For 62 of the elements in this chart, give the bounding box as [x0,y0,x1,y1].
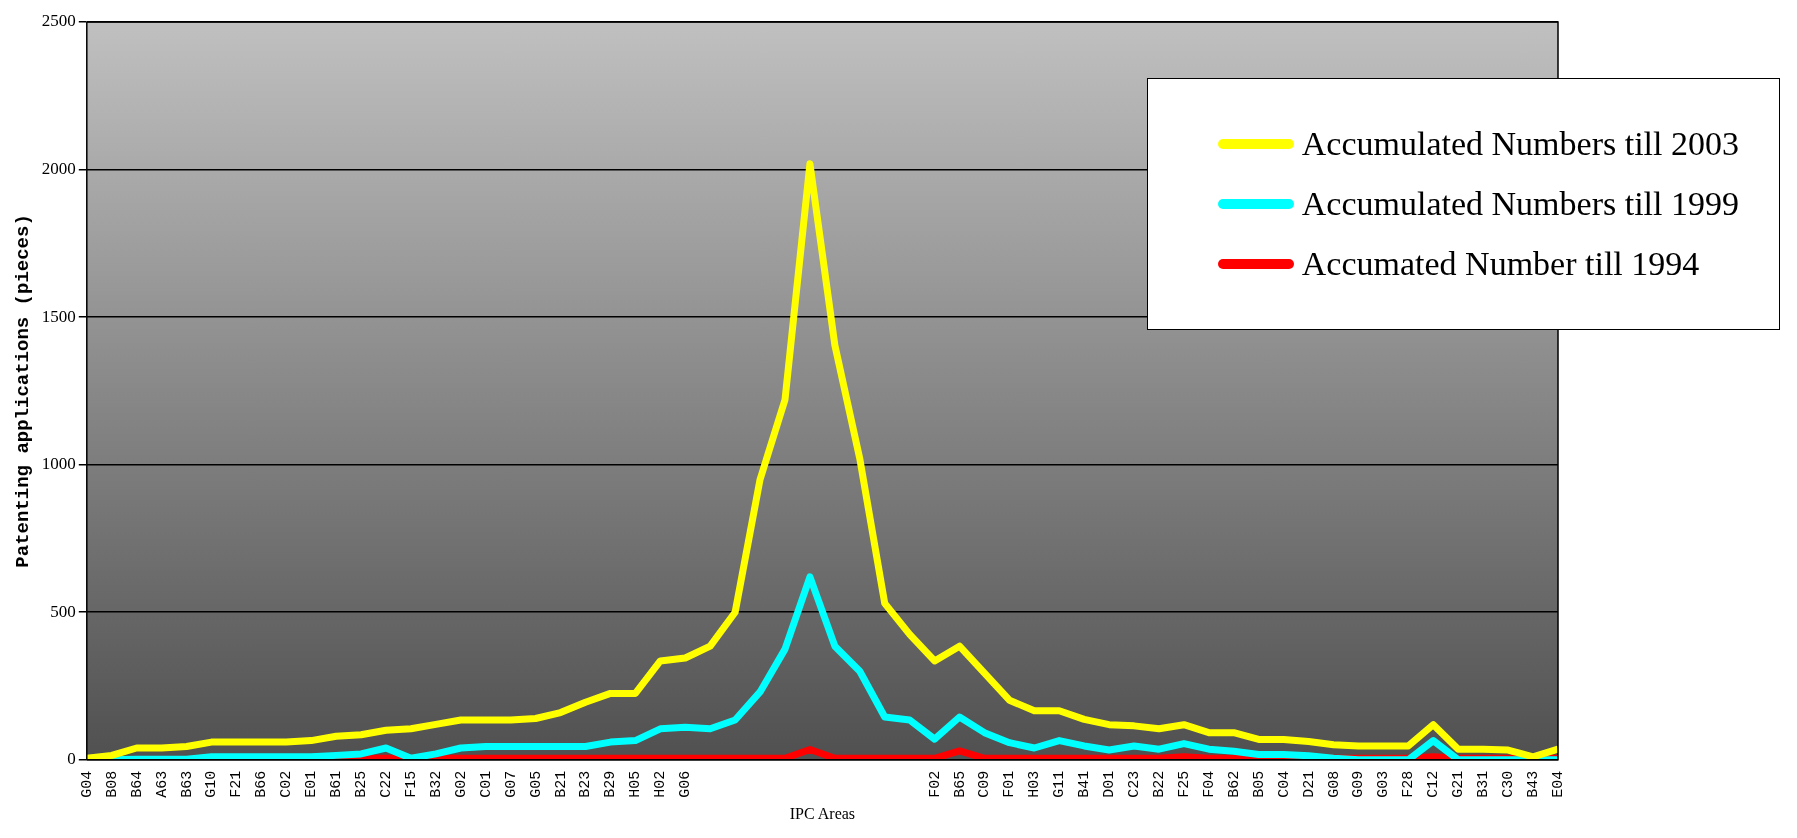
x-tick-label: F01 [1001,770,1019,798]
x-axis-title: IPC Areas [789,804,856,822]
x-tick-label: B23 [577,770,595,798]
x-tick-label: F21 [228,770,246,798]
x-tick-label: B62 [1225,770,1243,798]
y-tick-label: 1000 [41,454,76,474]
x-tick-label: F15 [402,770,420,798]
x-tick-label: E04 [1549,770,1567,798]
x-tick-label: B21 [552,770,570,798]
x-tick-label: B41 [1076,770,1094,798]
y-tick-label: 2000 [41,159,76,179]
x-tick-label: G03 [1375,770,1393,798]
x-tick-label: C22 [378,770,395,798]
x-tick-label: C12 [1425,770,1443,798]
x-tick-label: C02 [278,770,296,798]
x-tick-label: H05 [627,770,645,798]
y-tick-label: 0 [67,749,76,769]
x-tick-label: G21 [1450,770,1468,798]
x-tick-label: B66 [253,770,271,798]
x-tick-label: G09 [1350,770,1368,798]
y-tick-label: 2500 [41,11,76,31]
x-tick-label: B22 [1151,770,1168,798]
x-tick-label: A63 [153,770,171,798]
x-tick-label: H02 [652,770,670,798]
x-tick-label: B25 [353,770,371,798]
x-tick-label: F25 [1175,770,1193,798]
x-tick-label: G10 [203,770,221,798]
x-tick-label: C09 [976,770,994,798]
legend-label: Accumulated Numbers till 2003 [1301,125,1739,163]
x-tick-label: G02 [452,770,470,798]
x-tick-label: G08 [1325,770,1343,798]
legend-label: Accumulated Numbers till 1999 [1301,185,1739,223]
y-tick-label: 1500 [41,306,76,326]
x-tick-label: H03 [1026,770,1044,798]
x-tick-label: B08 [103,770,121,798]
x-tick-label: C30 [1500,770,1518,798]
x-tick-label: G06 [677,770,695,798]
x-tick-label: B05 [1250,770,1268,798]
x-tick-label: C01 [477,770,495,798]
y-axis-title: Patenting applications (pieces) [12,214,35,568]
x-tick-label: B61 [328,770,346,798]
x-tick-label: D21 [1300,770,1318,798]
x-tick-label: G05 [527,770,545,798]
x-tick-label: B29 [602,770,620,798]
x-tick-label: C23 [1126,770,1144,798]
legend-label: Accumated Number till 1994 [1301,245,1700,283]
x-tick-label: D01 [1101,770,1119,798]
x-tick-label: B63 [178,770,196,798]
x-tick-label: B43 [1525,770,1543,798]
x-tick-label: F02 [926,770,944,798]
x-tick-label: B32 [427,770,445,798]
x-tick-label: G07 [502,770,520,798]
x-tick-label: B65 [951,770,969,798]
x-tick-label: B31 [1475,770,1493,798]
x-tick-label: G11 [1051,770,1069,798]
x-tick-label: C04 [1275,770,1293,798]
x-tick-label: F28 [1400,770,1418,798]
y-tick-label: 500 [50,601,76,621]
x-tick-label: E01 [303,770,321,798]
x-tick-label: F04 [1200,770,1218,798]
x-tick-label: B64 [128,770,146,798]
x-tick-label: G04 [78,770,96,798]
